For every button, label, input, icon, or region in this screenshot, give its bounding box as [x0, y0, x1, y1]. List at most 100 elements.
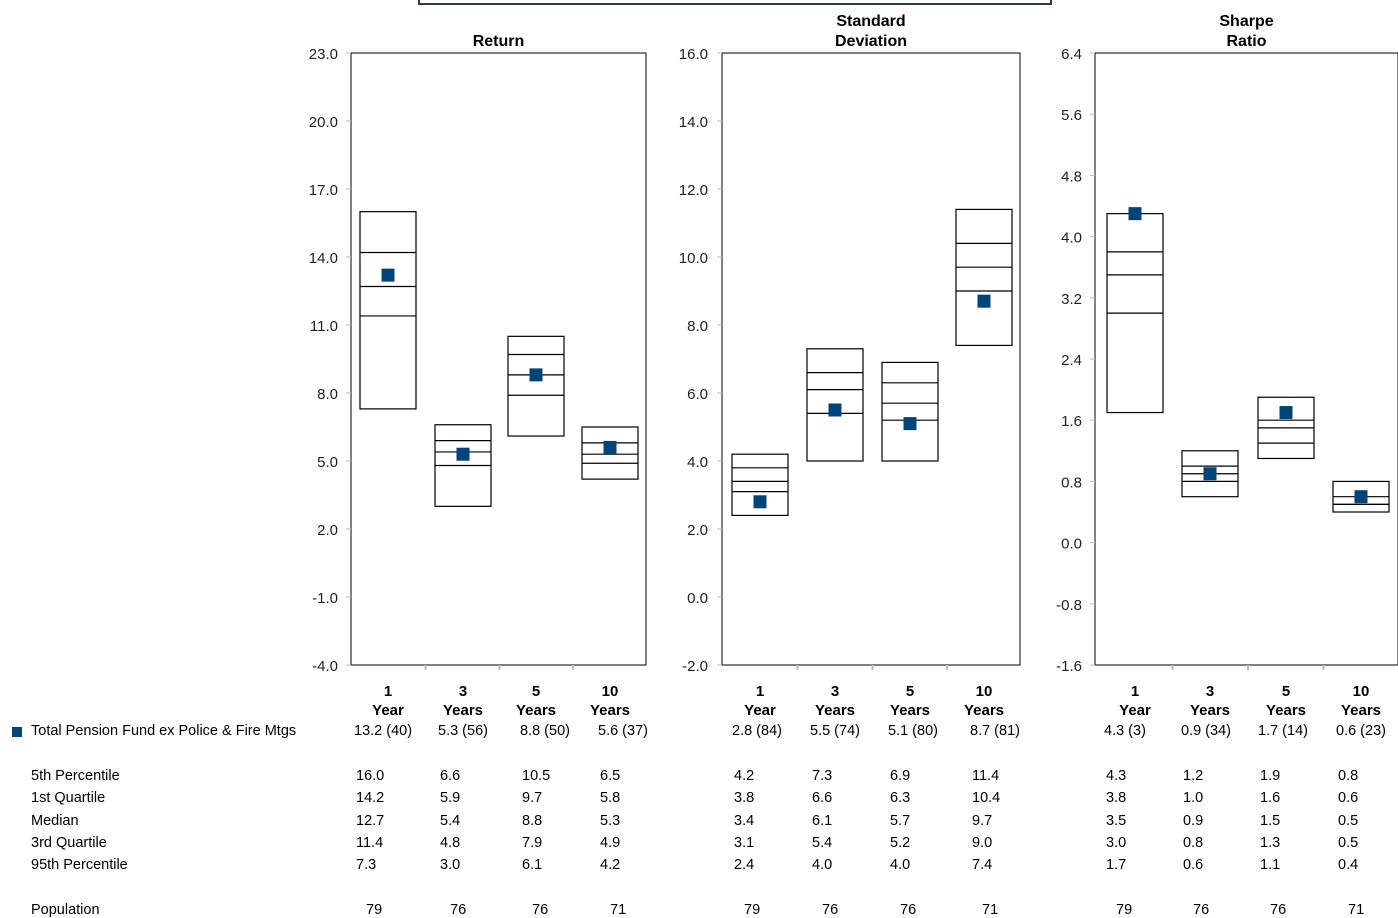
- y-tick-label: 8.0: [317, 386, 338, 403]
- p5-value-cell: 6.6: [440, 768, 461, 784]
- range-box: [955, 208, 1013, 346]
- y-tick-label: 0.0: [1061, 536, 1082, 553]
- fund-value-cell: 5.3 (56): [438, 723, 488, 739]
- q3-value-cell: 5.4: [812, 835, 833, 851]
- range-box: [881, 361, 939, 462]
- x-category-label: Years: [815, 702, 855, 719]
- x-category-label: 5: [1282, 683, 1290, 700]
- x-category-label: Years: [516, 702, 556, 719]
- x-category-label: Year: [1119, 702, 1151, 719]
- p5-value-cell: 7.3: [812, 768, 833, 784]
- y-tick-label: 12.0: [679, 182, 708, 199]
- y-tick-label: 4.0: [687, 454, 708, 471]
- p95-value-cell: 6.1: [522, 857, 543, 873]
- row-label-median: Median: [31, 813, 79, 829]
- y-tick-label: -1.6: [1056, 658, 1082, 675]
- p5-value-cell: 6.5: [600, 768, 621, 784]
- fund-marker: [977, 294, 991, 308]
- fund-marker: [828, 403, 842, 417]
- q1-value-cell: 9.7: [522, 790, 543, 806]
- q1-value-cell: 3.8: [1106, 790, 1127, 806]
- x-category-label: Years: [1266, 702, 1306, 719]
- fund-marker: [603, 440, 617, 454]
- fund-marker: [1203, 467, 1217, 481]
- median-value-cell: 5.3: [600, 813, 621, 829]
- fund-value-cell: 4.3 (3): [1104, 723, 1146, 739]
- y-tick-label: 1.6: [1061, 413, 1082, 430]
- median-value-cell: 6.1: [812, 813, 833, 829]
- q3-value-cell: 3.1: [734, 835, 755, 851]
- y-tick-label: 14.0: [679, 114, 708, 131]
- p95-value-cell: 0.4: [1338, 857, 1359, 873]
- x-category-label: 1: [756, 683, 764, 700]
- p95-value-cell: 4.0: [812, 857, 833, 873]
- p95-value-cell: 0.6: [1183, 857, 1204, 873]
- x-category-label: 10: [976, 683, 993, 700]
- x-category-label: Years: [964, 702, 1004, 719]
- p95-value-cell: 3.0: [440, 857, 461, 873]
- x-category-label: Years: [890, 702, 930, 719]
- fund-value-cell: 8.7 (81): [970, 723, 1020, 739]
- x-category-label: Years: [1190, 702, 1230, 719]
- population-value-cell: 71: [610, 902, 627, 918]
- population-value-cell: 71: [1348, 902, 1365, 918]
- x-category-label: 3: [459, 683, 467, 700]
- median-value-cell: 0.5: [1338, 813, 1359, 829]
- legend-square-marker: [12, 727, 22, 737]
- x-category-label: 5: [532, 683, 540, 700]
- q3-value-cell: 0.5: [1338, 835, 1359, 851]
- y-tick-label: 0.0: [687, 590, 708, 607]
- q1-value-cell: 10.4: [972, 790, 1001, 806]
- y-tick-label: 2.0: [317, 522, 338, 539]
- row-label-95th-percentile: 95th Percentile: [31, 857, 128, 873]
- fund-value-cell: 8.8 (50): [520, 723, 570, 739]
- q1-value-cell: 1.0: [1183, 790, 1204, 806]
- y-tick-label: 3.2: [1061, 291, 1082, 308]
- population-value-cell: 76: [1270, 902, 1287, 918]
- p5-value-cell: 1.9: [1260, 768, 1281, 784]
- y-tick-label: 4.0: [1061, 230, 1082, 247]
- median-value-cell: 3.4: [734, 813, 755, 829]
- q3-value-cell: 5.2: [890, 835, 911, 851]
- fund-marker: [1279, 406, 1293, 420]
- panel-title: Deviation: [835, 33, 907, 50]
- row-label-5th-percentile: 5th Percentile: [31, 768, 120, 784]
- fund-marker: [903, 417, 917, 431]
- y-tick-label: 6.0: [687, 386, 708, 403]
- x-category-label: 1: [1131, 683, 1139, 700]
- median-value-cell: 8.8: [522, 813, 543, 829]
- range-box: [507, 335, 565, 437]
- x-category-label: Year: [744, 702, 776, 719]
- y-tick-label: 20.0: [309, 114, 338, 131]
- y-tick-label: 17.0: [309, 182, 338, 199]
- fund-marker: [529, 368, 543, 382]
- row-label-3rd-quartile: 3rd Quartile: [31, 835, 107, 851]
- population-value-cell: 76: [900, 902, 917, 918]
- panel-title: Sharpe: [1219, 13, 1273, 30]
- population-value-cell: 76: [1193, 902, 1210, 918]
- y-tick-label: 23.0: [309, 46, 338, 63]
- row-label-population: Population: [31, 902, 100, 918]
- q3-value-cell: 7.9: [522, 835, 543, 851]
- median-value-cell: 5.7: [890, 813, 911, 829]
- fund-value-cell: 1.7 (14): [1258, 723, 1308, 739]
- p5-value-cell: 0.8: [1338, 768, 1359, 784]
- panel-title: Standard: [836, 13, 905, 30]
- p5-value-cell: 1.2: [1183, 768, 1204, 784]
- y-tick-label: 2.0: [687, 522, 708, 539]
- q1-value-cell: 5.8: [600, 790, 621, 806]
- x-category-label: 5: [906, 683, 914, 700]
- q1-value-cell: 3.8: [734, 790, 755, 806]
- q3-value-cell: 11.4: [356, 835, 384, 851]
- p5-value-cell: 10.5: [522, 768, 551, 784]
- y-tick-label: 8.0: [687, 318, 708, 335]
- q3-value-cell: 0.8: [1183, 835, 1204, 851]
- median-value-cell: 0.9: [1183, 813, 1204, 829]
- y-tick-label: 5.6: [1061, 107, 1082, 124]
- y-tick-label: 0.8: [1061, 474, 1082, 491]
- header-frame: [418, 0, 1052, 5]
- fund-marker: [381, 268, 395, 282]
- y-tick-label: -0.8: [1056, 597, 1082, 614]
